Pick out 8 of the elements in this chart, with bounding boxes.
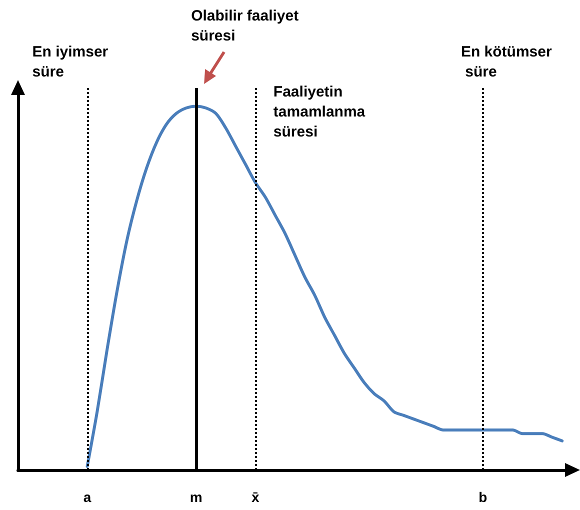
- ref-line-label: Faaliyetin tamamlanma süresi: [273, 84, 370, 140]
- x-tick-label: a: [83, 489, 92, 505]
- ref-line-label: Olabilir faaliyet süresi: [191, 8, 303, 44]
- ref-line-label: En kötümser süre: [460, 44, 552, 80]
- x-tick-label: b: [478, 489, 488, 505]
- x-tick-label: x̄: [252, 489, 260, 505]
- ref-line-label: En iyimser süre: [32, 44, 112, 80]
- x-tick-label: m: [190, 489, 202, 505]
